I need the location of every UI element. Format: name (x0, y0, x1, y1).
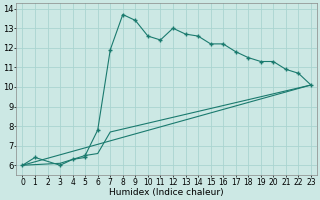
X-axis label: Humidex (Indice chaleur): Humidex (Indice chaleur) (109, 188, 224, 197)
